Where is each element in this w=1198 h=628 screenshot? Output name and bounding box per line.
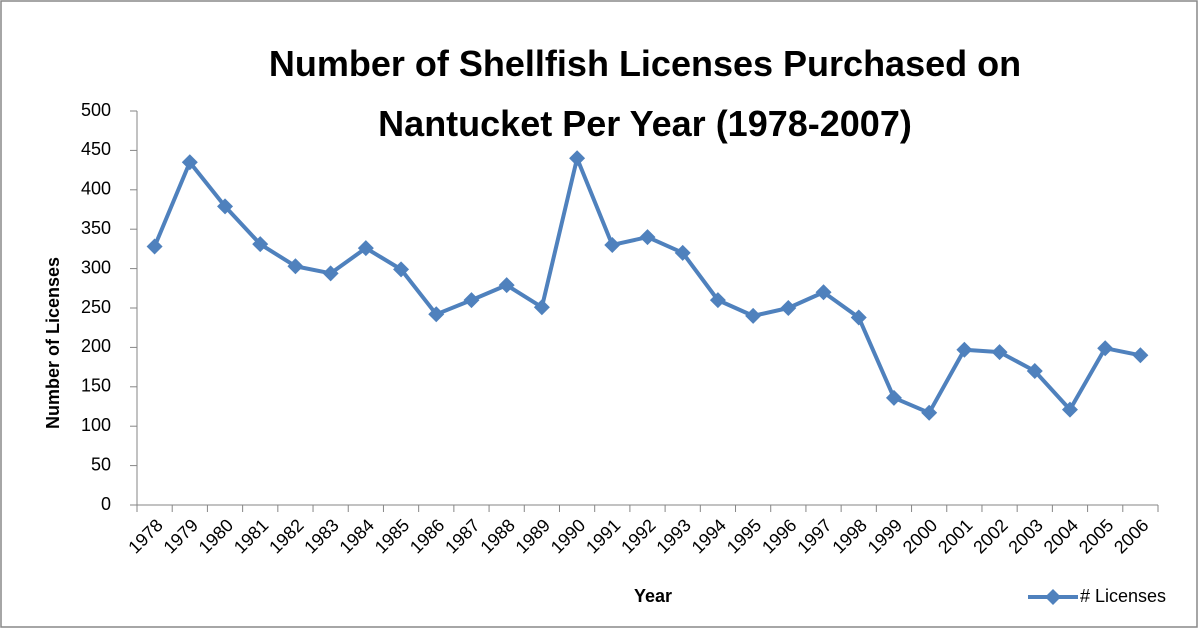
x-tick-label: 1988 <box>476 515 518 557</box>
data-point <box>181 154 198 171</box>
data-point <box>498 277 515 294</box>
data-point <box>569 150 586 167</box>
x-tick-label: 1986 <box>406 515 448 557</box>
data-point <box>463 292 480 309</box>
y-tick-label: 450 <box>81 139 111 159</box>
x-tick-label: 1995 <box>723 515 765 557</box>
data-point <box>815 284 832 301</box>
y-tick-label: 0 <box>101 494 111 514</box>
x-tick-label: 1980 <box>195 515 237 557</box>
data-point <box>921 404 938 421</box>
x-tick-label: 1984 <box>336 515 378 557</box>
x-tick-label: 1979 <box>160 515 202 557</box>
x-tick-label: 1978 <box>124 515 166 557</box>
legend-label: # Licenses <box>1080 586 1166 606</box>
data-point <box>1026 363 1043 380</box>
data-point <box>850 309 867 326</box>
x-tick-label: 1983 <box>300 515 342 557</box>
data-point <box>780 300 797 316</box>
data-point <box>322 265 339 282</box>
x-tick-label: 1981 <box>230 515 272 557</box>
data-point <box>885 389 902 406</box>
y-tick-label: 300 <box>81 257 111 277</box>
chart-title: Number of Shellfish Licenses Purchased o… <box>268 43 1022 144</box>
data-point <box>604 236 621 253</box>
x-tick-label: 1989 <box>512 515 554 557</box>
x-tick-label: 1992 <box>617 515 659 557</box>
data-point <box>1097 340 1114 357</box>
x-tick-label: 1994 <box>688 515 730 557</box>
x-tick-label: 2006 <box>1110 515 1152 557</box>
y-axis-label: Number of Licenses <box>43 257 63 429</box>
x-tick-label: 1982 <box>265 515 307 557</box>
data-point <box>428 306 445 323</box>
x-tick-label: 2004 <box>1040 515 1082 557</box>
x-tick-label: 1991 <box>582 515 624 557</box>
data-point <box>674 244 691 261</box>
x-tick-label: 2002 <box>969 515 1011 557</box>
data-point <box>991 344 1008 361</box>
x-tick-label: 2000 <box>899 515 941 557</box>
y-tick-label: 350 <box>81 218 111 238</box>
x-tick-label: 1996 <box>758 515 800 557</box>
data-point <box>745 307 762 324</box>
y-tick-label: 100 <box>81 415 111 435</box>
y-tick-label: 500 <box>81 100 111 120</box>
y-tick-label: 200 <box>81 336 111 356</box>
data-point <box>533 299 550 316</box>
x-tick-label: 1990 <box>547 515 589 557</box>
x-tick-label: 2001 <box>934 515 976 557</box>
data-point <box>1061 401 1078 418</box>
x-axis-label: Year <box>634 586 672 606</box>
x-tick-label: 1998 <box>828 515 870 557</box>
y-tick-label: 50 <box>91 454 111 474</box>
x-tick-label: 1997 <box>793 515 835 557</box>
data-point <box>639 229 656 246</box>
line <box>152 156 1141 415</box>
data-point <box>1132 347 1149 364</box>
x-tick-label: 1999 <box>864 515 906 557</box>
data-point <box>357 240 374 257</box>
data-point <box>1045 589 1061 605</box>
data-point <box>217 198 234 215</box>
x-tick-label: 1987 <box>441 515 483 557</box>
data-point <box>146 238 163 255</box>
data-point <box>252 236 269 253</box>
x-tick-label: 1993 <box>652 515 694 557</box>
x-tick-label: 1985 <box>371 515 413 557</box>
data-point <box>393 261 410 278</box>
data-point <box>709 292 726 309</box>
x-tick-label: 2005 <box>1075 515 1117 557</box>
x-tick-label: 2003 <box>1005 515 1047 557</box>
y-tick-label: 150 <box>81 376 111 396</box>
data-point <box>287 258 304 275</box>
y-tick-label: 250 <box>81 297 111 317</box>
y-tick-label: 400 <box>81 179 111 199</box>
data-point <box>956 341 973 358</box>
